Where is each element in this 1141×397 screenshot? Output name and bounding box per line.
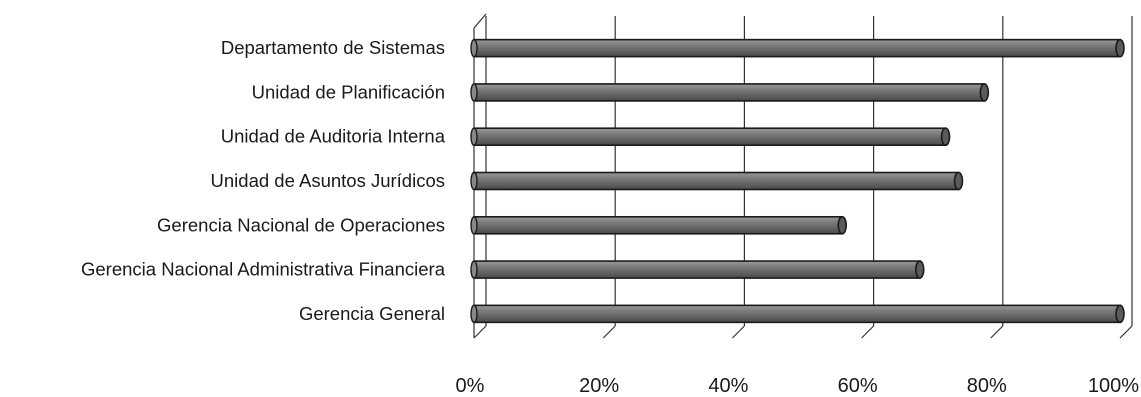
gridline-floor: [731, 325, 745, 339]
x-tick-label: 60%: [838, 375, 878, 397]
category-label: Gerencia Nacional Administrativa Financi…: [81, 259, 446, 280]
category-label: Unidad de Asuntos Jurídicos: [211, 170, 445, 191]
gridline-floor: [1119, 325, 1133, 339]
bar: [470, 260, 925, 279]
x-tick-label: 80%: [967, 375, 1007, 397]
category-label: Unidad de Planificación: [252, 81, 445, 102]
bar: [470, 171, 964, 191]
category-label: Gerencia General: [299, 303, 445, 324]
bar: [470, 83, 990, 102]
bar: [470, 127, 951, 147]
bar: [470, 38, 1125, 58]
bars: [470, 38, 1125, 324]
gridline-floor: [473, 325, 487, 339]
x-tick-label: 100%: [1088, 375, 1139, 397]
bar: [470, 215, 848, 235]
gridline-floor: [602, 325, 616, 339]
axis-wall-edge: [473, 13, 487, 29]
category-label: Departamento de Sistemas: [221, 37, 445, 58]
bar: [470, 304, 1125, 324]
x-tick-label: 20%: [579, 375, 619, 397]
gridline-floor: [861, 325, 875, 339]
x-tick-label: 40%: [708, 375, 748, 397]
gridline-floor: [990, 325, 1004, 339]
category-label: Gerencia Nacional de Operaciones: [157, 214, 445, 235]
category-labels: Departamento de Sistemas Unidad de Planif…: [81, 37, 446, 324]
category-label: Unidad de Auditoria Interna: [221, 126, 446, 147]
x-tick-labels: 0% 20% 40% 60% 80% 100%: [456, 375, 1140, 397]
x-tick-label: 0%: [456, 375, 485, 397]
